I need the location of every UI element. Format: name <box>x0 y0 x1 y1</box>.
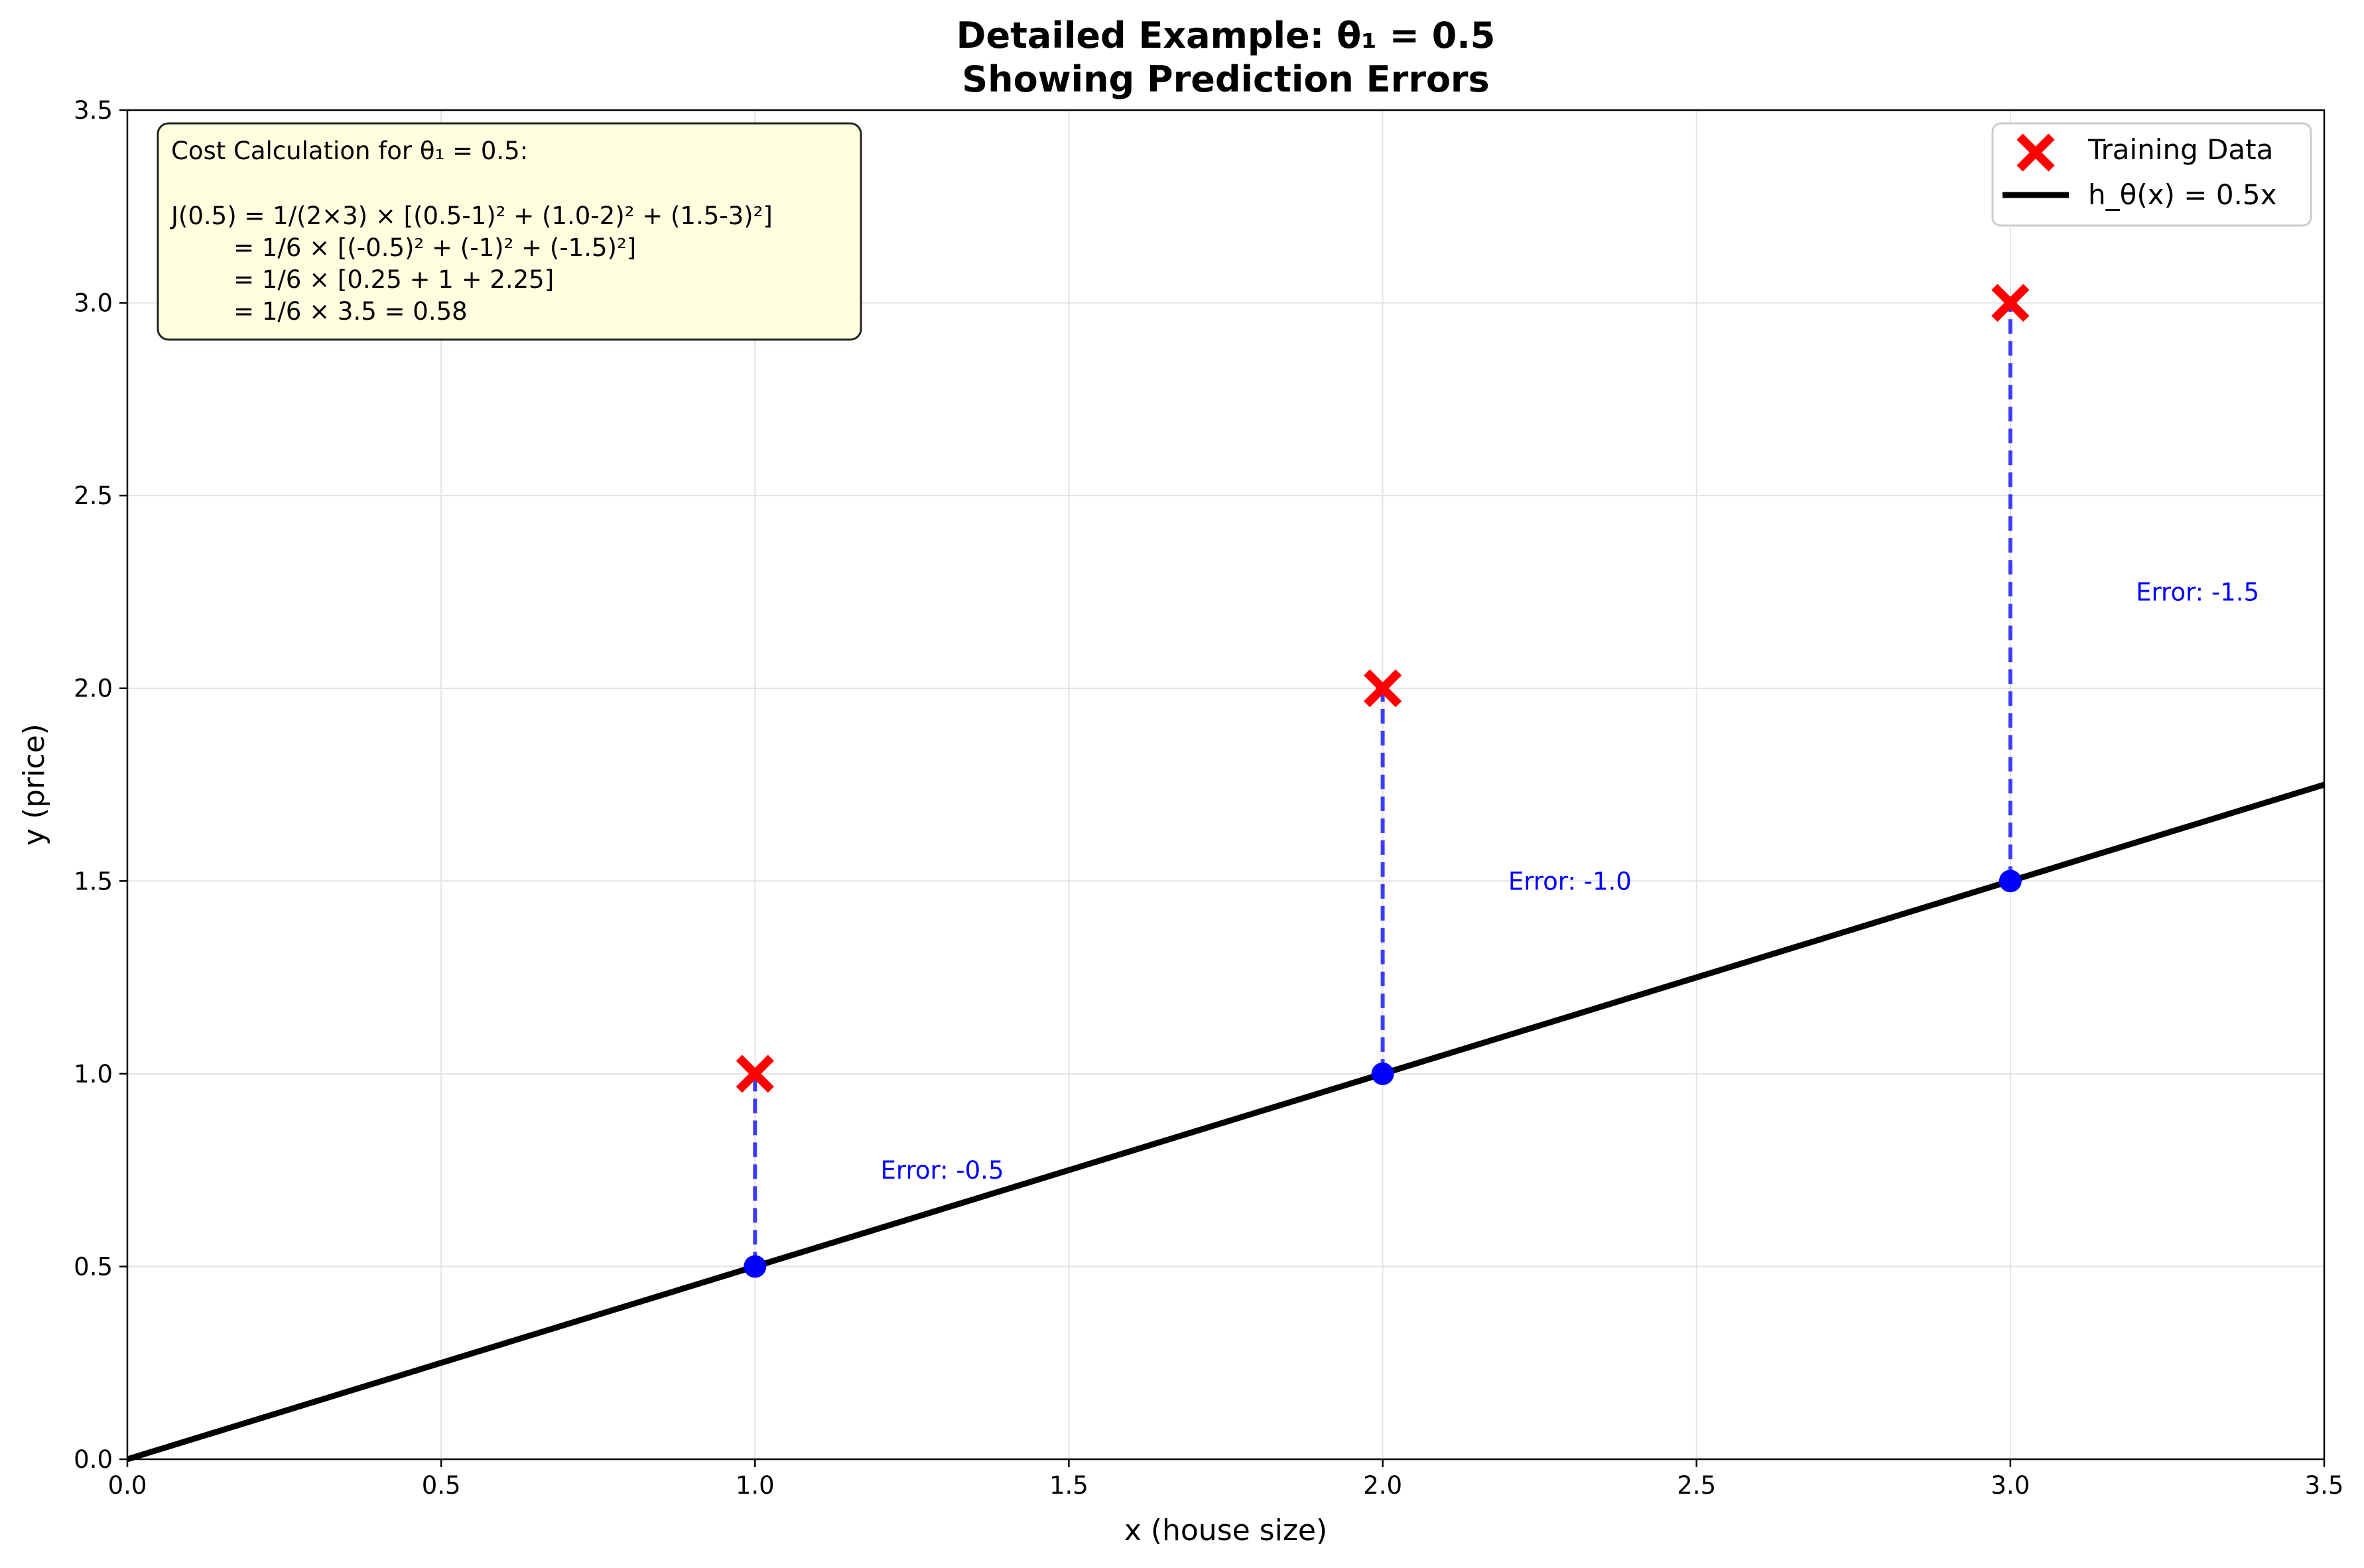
x-tick-label: 1.5 <box>1049 1471 1088 1500</box>
plot-frame <box>126 109 2326 1461</box>
x-tick-label: 0.0 <box>108 1471 147 1500</box>
residual-lines <box>753 302 2012 1267</box>
error-labels: Error: -0.5 Error: -1.0 Error: -1.5 <box>881 578 2260 1185</box>
x-axis-label: x (house size) <box>1124 1514 1327 1547</box>
y-axis-ticks: 0.0 0.5 1.0 1.5 2.0 2.5 3.0 3.5 <box>74 96 127 1474</box>
x-tick-label: 3.5 <box>2305 1471 2344 1500</box>
y-tick-label: 0.0 <box>74 1445 113 1474</box>
annotation-line: = 1/6 × 3.5 = 0.58 <box>171 297 468 326</box>
annotation-box: Cost Calculation for θ₁ = 0.5: J(0.5) = … <box>157 122 862 341</box>
training-markers <box>736 283 2030 1093</box>
training-data-marker <box>736 1055 774 1093</box>
x-axis-ticks: 0.0 0.5 1.0 1.5 2.0 2.5 3.0 3.5 <box>108 1459 2344 1500</box>
legend-label-hypothesis: h_θ(x) = 0.5x <box>2088 178 2276 211</box>
hypothesis-line-group <box>126 781 2326 1463</box>
training-data-marker <box>1991 283 2030 322</box>
annotation-line: Cost Calculation for θ₁ = 0.5: <box>171 137 528 165</box>
legend-marker-training-data <box>2016 133 2055 172</box>
prediction-points <box>744 870 2022 1278</box>
legend-label-training-data: Training Data <box>2087 133 2273 166</box>
hypothesis-line <box>126 781 2326 1463</box>
training-data-marker <box>1363 669 1402 708</box>
y-tick-label: 2.0 <box>74 675 113 703</box>
annotation-background <box>157 122 862 341</box>
x-tick-label: 0.5 <box>422 1471 461 1500</box>
annotation-line: = 1/6 × [(-0.5)² + (-1)² + (-1.5)²] <box>171 233 636 262</box>
y-tick-label: 3.0 <box>74 289 113 318</box>
annotation-line: J(0.5) = 1/(2×3) × [(0.5-1)² + (1.0-2)² … <box>170 202 773 230</box>
error-label: Error: -1.0 <box>1508 867 1632 895</box>
prediction-point <box>1371 1062 1394 1085</box>
x-tick-label: 3.0 <box>1991 1471 2030 1500</box>
x-tick-label: 1.0 <box>736 1471 775 1500</box>
error-label: Error: -0.5 <box>881 1156 1004 1185</box>
legend-frame <box>1991 122 2312 227</box>
x-tick-label: 2.0 <box>1363 1471 1402 1500</box>
annotation-line: = 1/6 × [0.25 + 1 + 2.25] <box>171 265 554 294</box>
chart-title: Detailed Example: θ₁ = 0.5 <box>956 15 1496 56</box>
x-tick-label: 2.5 <box>1677 1471 1716 1500</box>
grid <box>127 109 2325 1460</box>
y-tick-label: 1.5 <box>74 867 113 895</box>
y-axis-label: y (price) <box>17 724 51 846</box>
y-tick-label: 0.5 <box>74 1252 113 1281</box>
y-tick-label: 2.5 <box>74 482 113 510</box>
error-label: Error: -1.5 <box>2136 578 2259 606</box>
prediction-point <box>1999 870 2022 893</box>
legend: Training Data h_θ(x) = 0.5x <box>1991 122 2312 227</box>
y-tick-label: 1.0 <box>74 1060 113 1088</box>
prediction-point <box>744 1255 767 1278</box>
y-tick-label: 3.5 <box>74 96 113 125</box>
chart-subtitle: Showing Prediction Errors <box>962 58 1489 100</box>
